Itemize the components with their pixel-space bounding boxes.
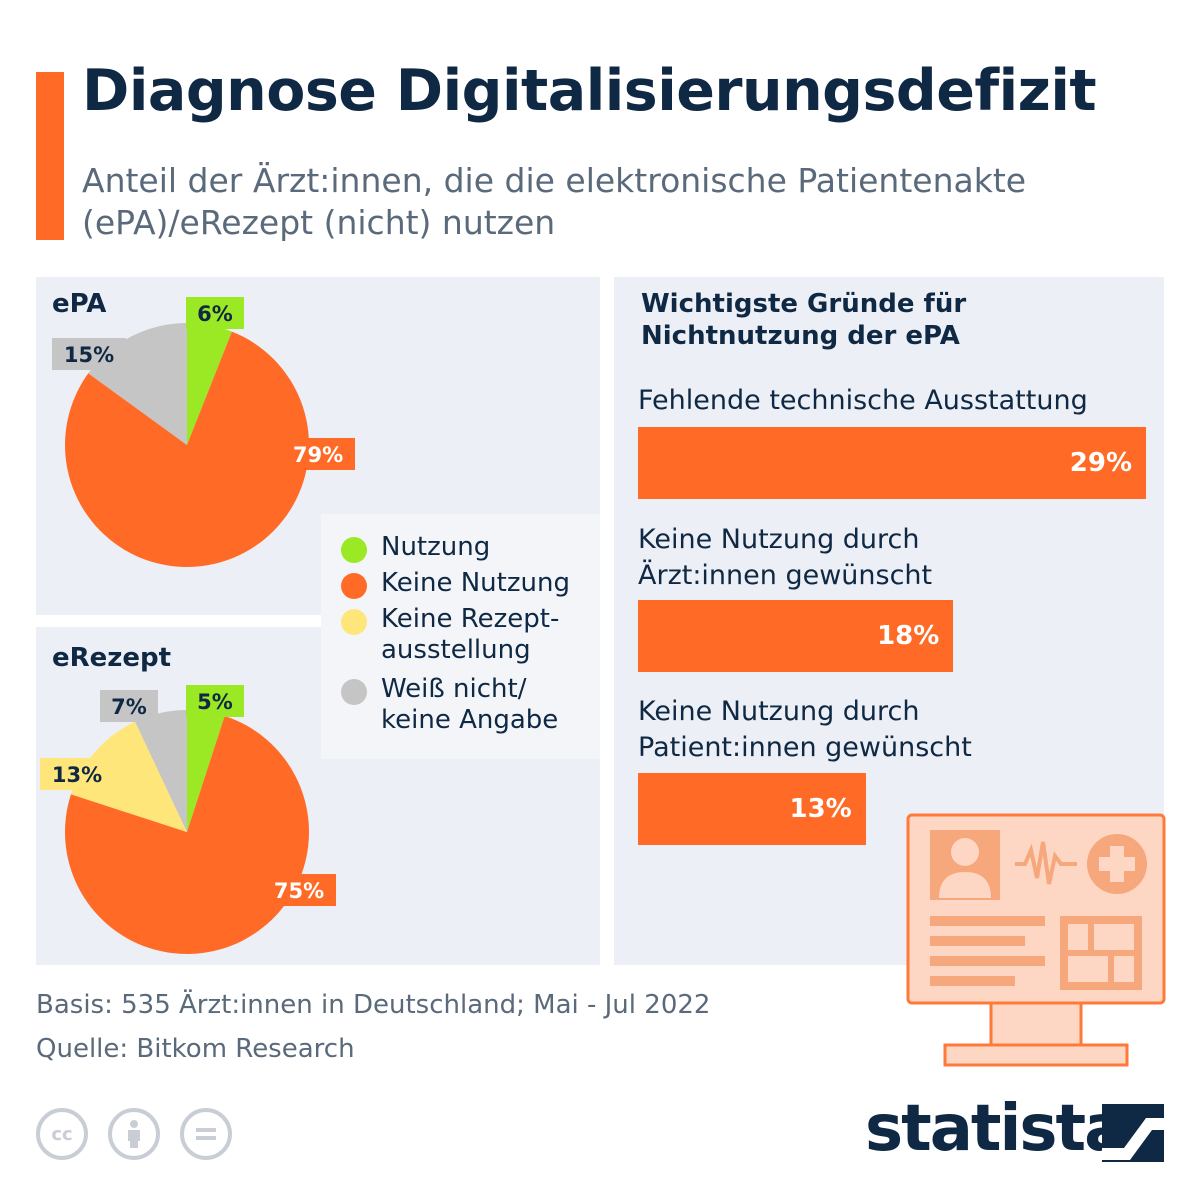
erezept-pie-title: eRezept <box>52 643 172 673</box>
legend-swatch-nutzung <box>341 537 367 563</box>
legend-swatch-keine-rezept <box>341 609 367 635</box>
epa-pie-chart: 6% 79% 15% <box>52 297 355 567</box>
bar-label-technik: Fehlende technische Ausstattung <box>638 385 1088 416</box>
epa-slice-nutzung <box>187 323 232 445</box>
footer-source: Quelle: Bitkom Research <box>36 1034 355 1064</box>
erezept-pie-chart: 5% 75% 13% 7% <box>40 685 336 954</box>
page-title: Diagnose Digitalisierungsdefizit <box>82 58 1097 124</box>
legend-item-nutzung: Nutzung <box>341 532 596 563</box>
erezept-slice-nutzung <box>187 710 225 832</box>
bar-technik: 29% <box>638 427 1146 499</box>
epa-pie-title: ePA <box>52 289 107 319</box>
erezept-label-wei-nicht-keine-angabe: 7% <box>100 690 158 722</box>
erezept-label-text: 7% <box>111 695 147 719</box>
erezept-label-keine-nutzung: 75% <box>262 874 336 906</box>
erezept-label-keine-rezept-ausstellung: 13% <box>40 758 114 790</box>
page-subtitle: Anteil der Ärzt:innen, die die elektroni… <box>82 161 1027 242</box>
erezept-label-nutzung: 5% <box>186 685 244 717</box>
erezept-label-text: 75% <box>274 879 324 903</box>
legend-label: Keine Nutzung <box>381 568 570 598</box>
bar-value-patienten: 13% <box>789 794 852 824</box>
bar-label-aerzte: Keine Nutzung durch Ärzt:innen gewünscht <box>638 524 933 591</box>
legend-item-keine-rezept: Keine Rezept- ausstellung <box>341 604 596 666</box>
title-accent-bar <box>36 72 64 240</box>
bar-value-technik: 29% <box>1069 448 1132 478</box>
epa-label-nutzung: 6% <box>186 297 244 329</box>
erezept-label-text: 13% <box>52 763 102 787</box>
no-derivatives-icon[interactable] <box>180 1108 232 1160</box>
erezept-slice-wei-nicht-keine-angabe <box>135 710 187 832</box>
epa-label-wei-nicht-keine-angabe: 15% <box>52 338 126 370</box>
erezept-slice-keine-nutzung <box>65 715 309 954</box>
reasons-heading: Wichtigste Gründe für Nichtnutzung der e… <box>641 289 967 351</box>
license-icons: cc <box>36 1108 252 1160</box>
epa-label-keine-nutzung: 79% <box>281 438 355 470</box>
bar-aerzte: 18% <box>638 600 954 672</box>
footer-basis: Basis: 535 Ärzt:innen in Deutschland; Ma… <box>36 990 711 1020</box>
bar-label-patienten: Keine Nutzung durch Patient:innen gewüns… <box>638 696 972 763</box>
erezept-label-text: 5% <box>197 690 233 714</box>
legend-item-keine-nutzung: Keine Nutzung <box>341 568 596 599</box>
creative-commons-icon[interactable]: cc <box>36 1108 88 1160</box>
legend-item-weiss-nicht: Weiß nicht/ keine Angabe <box>341 674 596 736</box>
bar-value-aerzte: 18% <box>877 621 940 651</box>
legend-swatch-weiss-nicht <box>341 679 367 705</box>
statista-logo[interactable]: statista <box>865 1092 1127 1166</box>
bar-patienten: 13% <box>638 773 866 845</box>
legend-label: Weiß nicht/ keine Angabe <box>381 674 559 735</box>
epa-label-text: 15% <box>64 343 114 367</box>
epa-label-text: 79% <box>293 443 343 467</box>
epa-slice-keine-nutzung <box>64 331 309 567</box>
medical-monitor-icon <box>906 813 1166 1067</box>
legend-label: Keine Rezept- ausstellung <box>381 604 560 665</box>
attribution-icon[interactable] <box>108 1108 160 1160</box>
statista-logo-icon[interactable] <box>1102 1104 1164 1162</box>
legend-label: Nutzung <box>381 532 491 562</box>
erezept-slice-keine-rezept-ausstellung <box>70 721 187 832</box>
legend-swatch-keine-nutzung <box>341 573 367 599</box>
epa-label-text: 6% <box>197 302 233 326</box>
pie-legend: Nutzung Keine Nutzung Keine Rezept- auss… <box>321 514 600 759</box>
